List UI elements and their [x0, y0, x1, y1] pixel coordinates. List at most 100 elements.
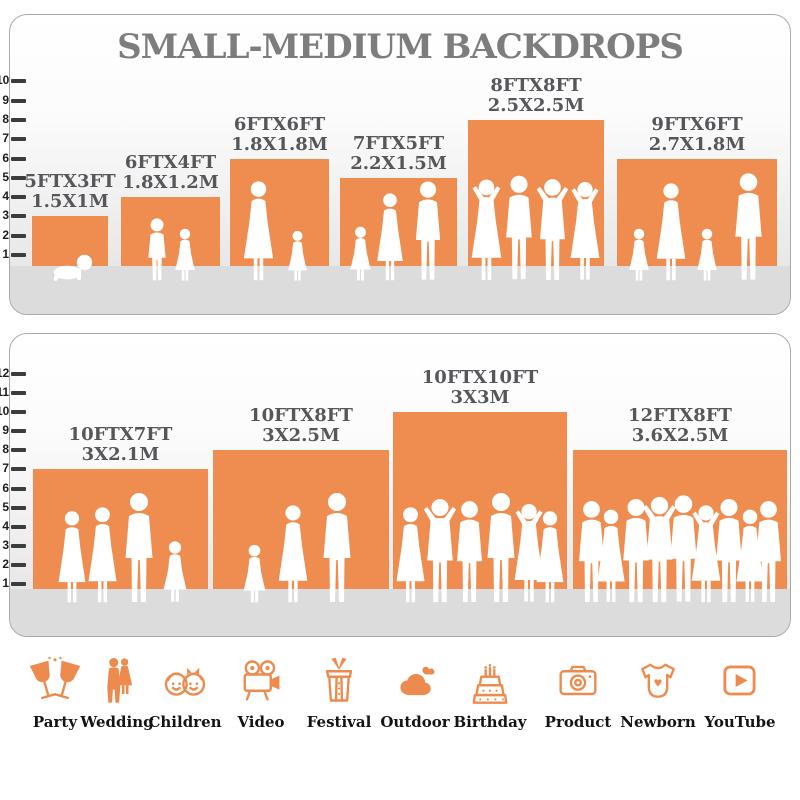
ruler-number: 5 — [2, 499, 9, 514]
ruler-number: 9 — [2, 92, 9, 107]
backdrop-rect-6ftx6ft — [230, 159, 329, 281]
size-m: 3X3M — [450, 386, 510, 408]
backdrop-10ftx10ft: 10FTX10FT 3X3M — [393, 366, 567, 603]
ruler-number: 1 — [2, 576, 9, 590]
video-camera-icon — [243, 660, 280, 701]
size-ft: 8FTX8FT — [490, 74, 582, 96]
floor-strip — [10, 589, 790, 636]
backdrop-rect-5ftx3ft — [32, 216, 108, 282]
ruler-tick — [11, 195, 26, 200]
size-ft: 6FTX6FT — [233, 113, 326, 135]
backdrop-size-label: 10FTX8FT 3X2.5M — [249, 404, 353, 446]
ruler-tick — [11, 233, 26, 238]
size-ft: 10FTX8FT — [249, 404, 353, 426]
size-ft: 5FTX3FT — [24, 170, 116, 192]
ruler-tick — [11, 505, 26, 510]
size-ft: 7FTX5FT — [352, 132, 445, 154]
ruler-tick — [11, 98, 26, 103]
ruler-number: 10 — [0, 404, 10, 419]
ruler-number: 11 — [0, 385, 9, 399]
ruler-number: 2 — [2, 227, 9, 242]
silhouette-mother-with-children — [243, 181, 307, 281]
silhouette-group-of-four — [471, 175, 600, 280]
silhouette-family-of-four — [629, 173, 762, 281]
size-m: 1.8X1.8M — [231, 133, 328, 155]
backdrop-size-label: 6FTX6FT 1.8X1.8M — [231, 113, 328, 155]
backdrop-rect-10ftx8ft — [213, 450, 389, 603]
backdrop-8ftx8ft: 8FTX8FT 2.5X2.5M — [468, 74, 604, 280]
category-outdoor: Outdoor — [375, 655, 455, 731]
category-label: Party — [32, 713, 78, 731]
category-row: Party Wedding — [0, 655, 800, 765]
backdrop-size-label: 7FTX5FT 2.2X1.5M — [350, 132, 447, 174]
panel-medium-large: 123456789101112 10FTX7FT 3X2.1M 10FTX8FT… — [0, 333, 791, 637]
size-m: 3X2.1M — [81, 443, 160, 465]
size-ft: 12FTX8FT — [628, 404, 732, 426]
backdrop-rect-10ftx10ft — [393, 412, 567, 603]
category-label: Product — [544, 713, 612, 731]
backdrop-7ftx5ft: 7FTX5FT 2.2X1.5M — [340, 132, 457, 281]
ruler-tick — [11, 543, 26, 548]
category-birthday: Birthday — [450, 655, 530, 731]
backdrop-rect-9ftx6ft — [617, 159, 777, 281]
size-ft: 6FTX4FT — [124, 151, 217, 173]
ruler-tick — [11, 410, 26, 415]
backdrop-6ftx4ft: 6FTX4FT 1.8X1.2M — [121, 151, 220, 281]
ruler-tick — [11, 562, 26, 567]
category-label: Birthday — [453, 713, 527, 731]
backdrop-size-label: 10FTX10FT 3X3M — [421, 366, 539, 408]
category-children: Children — [145, 655, 225, 731]
backdrop-12ftx8ft: 12FTX8FT 3.6X2.5M — [573, 404, 787, 603]
backdrop-rect-6ftx4ft — [121, 197, 220, 281]
gift-box-icon — [325, 657, 353, 702]
backdrop-rect-10ftx7ft — [33, 469, 208, 603]
category-newborn: Newborn — [618, 655, 698, 731]
ruler-number: 2 — [2, 556, 9, 571]
category-product: Product — [538, 655, 618, 731]
backdrop-rect-8ftx8ft — [468, 120, 604, 280]
size-m: 3X2.5M — [262, 424, 340, 446]
backdrop-rect-12ftx8ft — [573, 450, 787, 603]
ruler-number: 9 — [2, 423, 9, 438]
ruler-tick — [11, 371, 26, 376]
size-m: 2.7X1.8M — [648, 133, 746, 155]
size-ft: 10FTX10FT — [421, 366, 539, 388]
category-label: Newborn — [620, 713, 696, 731]
page-title: SMALL-MEDIUM BACKDROPS — [117, 27, 684, 67]
ruler-number: 4 — [2, 189, 9, 204]
silhouette-family-of-three — [350, 181, 441, 281]
wedding-couple-icon — [107, 658, 133, 703]
size-m: 3.6X2.5M — [631, 424, 729, 446]
ruler-number: 7 — [2, 461, 9, 476]
category-video: Video — [221, 655, 301, 731]
backdrop-9ftx6ft: 9FTX6FT 2.7X1.8M — [617, 114, 777, 281]
photo-camera-icon — [559, 665, 597, 696]
ruler-number: 10 — [0, 73, 10, 88]
category-label: Festival — [306, 713, 372, 731]
category-label: Video — [237, 713, 285, 731]
play-button-icon — [723, 665, 756, 696]
size-m: 2.2X1.5M — [350, 152, 447, 174]
ruler-number: 3 — [2, 208, 9, 223]
ruler-tick — [11, 79, 26, 84]
backdrop-size-label: 5FTX3FT 1.5X1M — [24, 170, 116, 212]
silhouette-crawling-baby — [52, 254, 93, 282]
silhouette-family-of-four — [58, 493, 187, 603]
backdrop-size-label: 8FTX8FT 2.5X2.5M — [487, 74, 585, 116]
size-m: 1.5X1M — [31, 190, 109, 212]
backdrop-10ftx8ft: 10FTX8FT 3X2.5M — [213, 404, 389, 603]
ruler-number: 8 — [2, 442, 9, 457]
size-ft: 10FTX7FT — [68, 423, 173, 445]
ruler-tick — [11, 117, 26, 122]
ruler-number: 5 — [2, 169, 9, 184]
size-m: 2.5X2.5M — [487, 94, 585, 116]
category-festival: Festival — [299, 655, 379, 731]
silhouette-group-of-nine — [579, 495, 781, 603]
backdrop-size-label: 12FTX8FT 3.6X2.5M — [628, 404, 732, 446]
ruler-number: 3 — [2, 537, 9, 552]
ruler-tick — [11, 467, 26, 472]
category-party: Party — [15, 655, 95, 731]
silhouette-group-of-six — [396, 493, 564, 603]
category-label: Wedding — [80, 713, 154, 731]
silhouette-boy-and-girl — [148, 218, 195, 281]
